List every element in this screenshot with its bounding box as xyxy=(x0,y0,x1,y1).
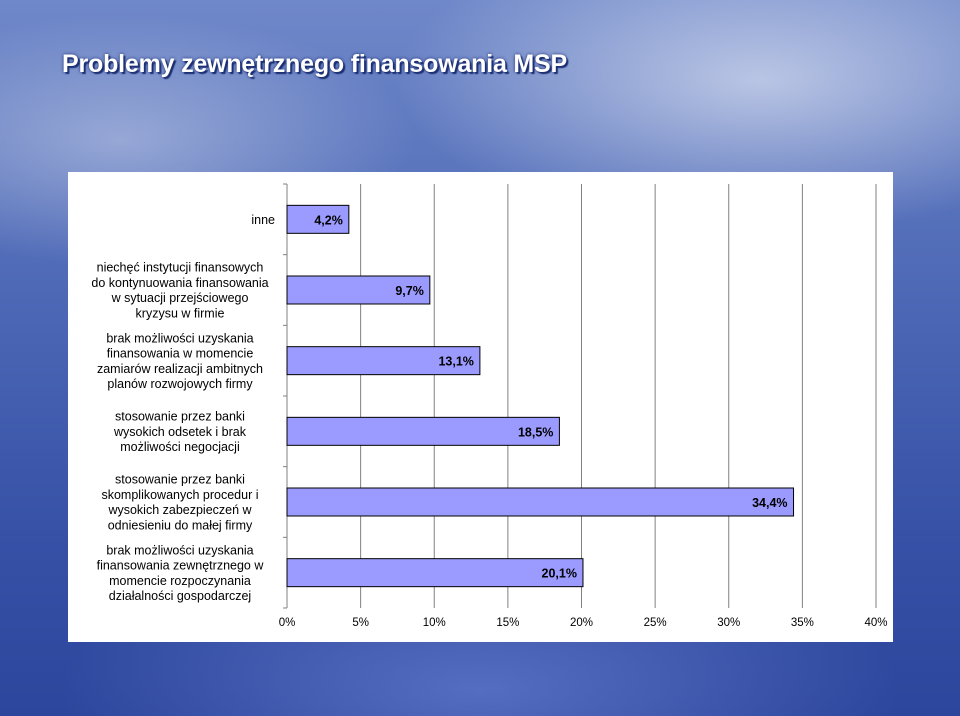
x-axis-ticks: 0% 5% 10% 15% 20% 25% 30% 35% 40% xyxy=(279,617,888,629)
bars: 4,2% 9,7% 13,1% 18,5% 34,4% 20,1% xyxy=(286,204,795,588)
bar-value-label: 4,2% xyxy=(314,213,343,227)
x-tick-label: 15% xyxy=(496,617,519,629)
bar xyxy=(286,204,350,234)
bar-chart: 4,2% 9,7% 13,1% 18,5% 34,4% 20,1% inne niechęć… xyxy=(91,183,888,629)
category-label-line: stosowanie przez banki xyxy=(115,473,245,487)
category-label-line: inne xyxy=(251,213,275,227)
category-label-line: działalności gospodarczej xyxy=(109,589,251,603)
x-tick-label: 0% xyxy=(279,617,296,629)
category-label-line: do kontynuowania finansowania xyxy=(91,276,268,290)
category-label-line: odniesieniu do małej firmy xyxy=(108,518,253,532)
category-label-line: momencie rozpoczynania xyxy=(109,574,251,588)
category-label-line: skomplikowanych procedur i xyxy=(101,488,258,502)
category-label: brak możliwości uzyskania finansowania ze… xyxy=(97,543,265,603)
bar xyxy=(286,558,584,588)
category-label-line: zamiarów realizacji ambitnych xyxy=(97,362,263,376)
category-labels: inne niechęć instytucji finansowych do kon… xyxy=(91,213,275,603)
bar-value-label: 34,4% xyxy=(752,496,787,510)
category-label-line: brak możliwości uzyskania xyxy=(106,543,253,557)
category-label-line: finansowania zewnętrznego w xyxy=(97,559,265,573)
x-tick-label: 25% xyxy=(644,617,667,629)
grid-lines xyxy=(283,183,877,609)
category-label-line: planów rozwojowych firmy xyxy=(107,377,253,391)
category-label-line: finansowania w momencie xyxy=(107,347,254,361)
bar-value-label: 9,7% xyxy=(395,284,424,298)
x-tick-label: 5% xyxy=(352,617,369,629)
category-label: niechęć instytucji finansowych do kontynu… xyxy=(91,261,268,321)
x-tick-label: 10% xyxy=(423,617,446,629)
bar xyxy=(286,487,795,517)
category-label-line: brak możliwości uzyskania xyxy=(106,331,253,345)
category-label: stosowanie przez banki wysokich odsetek i… xyxy=(113,410,247,454)
x-tick-label: 30% xyxy=(717,617,740,629)
page-title: Problemy zewnętrznego finansowania MSP xyxy=(62,50,567,78)
category-label-line: wysokich zabezpieczeń w xyxy=(107,503,252,517)
bar xyxy=(286,346,481,376)
bar-value-label: 13,1% xyxy=(438,355,473,369)
category-label-line: kryzysu w firmie xyxy=(136,306,225,320)
category-label: stosowanie przez banki skomplikowanych pr… xyxy=(101,473,258,533)
bar-value-label: 20,1% xyxy=(542,567,577,581)
x-tick-label: 20% xyxy=(570,617,593,629)
category-label-line: możliwości negocjacji xyxy=(120,440,240,454)
x-tick-label: 35% xyxy=(791,617,814,629)
x-tick-label: 40% xyxy=(864,617,887,629)
chart-panel: 4,2% 9,7% 13,1% 18,5% 34,4% 20,1% inne niechęć… xyxy=(68,172,893,642)
category-label-line: w sytuacji przejściowego xyxy=(111,291,249,305)
category-label: inne xyxy=(251,213,275,227)
category-label-line: stosowanie przez banki xyxy=(115,410,245,424)
category-label-line: wysokich odsetek i brak xyxy=(113,425,247,439)
category-label: brak możliwości uzyskania finansowania w … xyxy=(97,331,263,391)
bar-value-label: 18,5% xyxy=(518,425,553,439)
category-label-line: niechęć instytucji finansowych xyxy=(97,261,264,275)
bar xyxy=(286,275,431,305)
bar xyxy=(286,416,560,446)
